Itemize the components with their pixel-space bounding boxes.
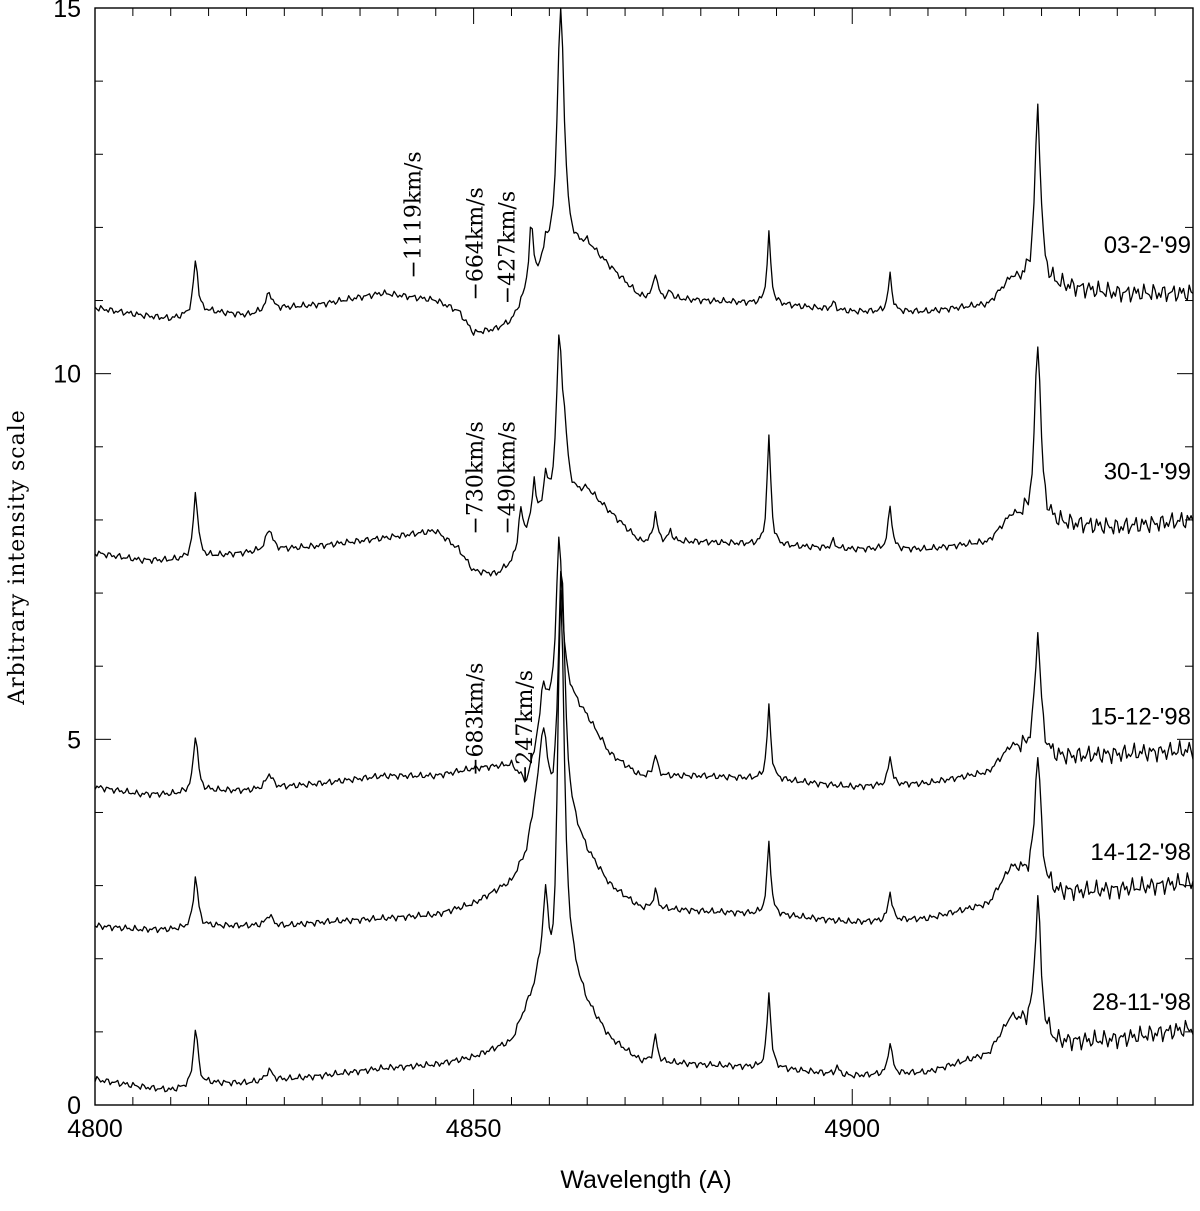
plot-frame bbox=[94, 7, 1194, 1106]
plot-border bbox=[94, 7, 1194, 1106]
series-line bbox=[94, 589, 1194, 1093]
series-line bbox=[94, 334, 1194, 577]
series-line bbox=[94, 570, 1194, 934]
series-group bbox=[94, 7, 1194, 1093]
velocity-annotation: −490km/s bbox=[496, 421, 521, 534]
y-tick-label: 15 bbox=[53, 0, 81, 23]
x-tick-label: 4850 bbox=[446, 1115, 502, 1143]
velocity-annotation: −664km/s bbox=[464, 187, 489, 300]
x-axis: 4800 4850 4900 bbox=[67, 8, 1194, 1143]
series-label: 14-12-'98 bbox=[1090, 839, 1191, 866]
y-axis: 0 5 10 15 bbox=[53, 0, 1193, 1120]
y-tick-label: 5 bbox=[67, 726, 81, 754]
velocity-annotation: −730km/s bbox=[464, 421, 489, 534]
y-tick-label: 0 bbox=[67, 1092, 81, 1120]
series-line bbox=[94, 7, 1194, 336]
series-label: 30-1-'99 bbox=[1104, 459, 1191, 486]
y-axis-title: Arbitrary intensity scale bbox=[5, 409, 30, 706]
series-label: 28-11-'98 bbox=[1092, 989, 1191, 1016]
velocity-annotation: −1119km/s bbox=[402, 151, 427, 278]
series-label: 03-2-'99 bbox=[1104, 232, 1191, 259]
series-line bbox=[94, 536, 1194, 799]
x-tick-label: 4900 bbox=[824, 1115, 880, 1143]
velocity-annotation: −427km/s bbox=[496, 191, 521, 304]
velocity-annotation: −247km/s bbox=[513, 670, 538, 783]
series-labels: 03-2-'99 30-1-'99 15-12-'98 14-12-'98 28-11-… bbox=[1090, 232, 1191, 1016]
annotations: −1119km/s −664km/s −427km/s −730km/s −490km/… bbox=[402, 151, 538, 783]
x-tick-label: 4800 bbox=[67, 1115, 123, 1143]
series-label: 15-12-'98 bbox=[1090, 704, 1191, 731]
x-axis-title: Wavelength (A) bbox=[560, 1166, 731, 1194]
velocity-annotation: −683km/s bbox=[464, 663, 489, 776]
y-tick-label: 10 bbox=[53, 361, 81, 389]
